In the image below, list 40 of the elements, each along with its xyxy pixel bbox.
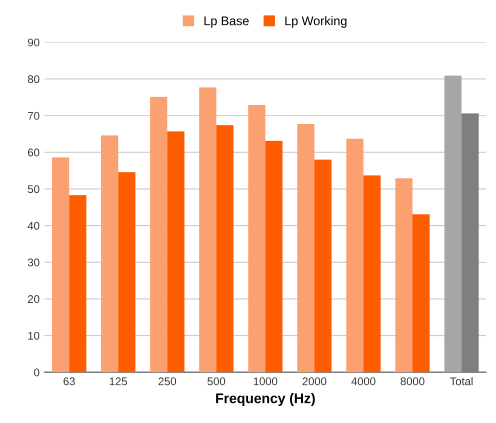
bar (314, 160, 332, 372)
y-tick-label: 40 (28, 222, 40, 230)
y-tick-label: 50 (28, 185, 40, 194)
bar (69, 195, 86, 372)
bar (297, 124, 314, 372)
bar (363, 175, 381, 372)
x-tick-label: 125 (110, 377, 128, 386)
bar (395, 178, 413, 372)
y-tick-label: 70 (28, 112, 40, 120)
y-tick-label: 30 (28, 258, 40, 266)
bar (346, 138, 364, 372)
bar (216, 125, 234, 372)
bar (265, 140, 283, 372)
y-tick-label: 60 (28, 148, 40, 156)
bar (101, 135, 118, 372)
y-tick-label: 90 (28, 38, 40, 46)
bar (248, 104, 266, 372)
y-tick-label: 20 (28, 295, 40, 304)
x-tick-label: 500 (207, 377, 226, 386)
x-axis-title: Frequency (Hz) (216, 393, 315, 406)
bar (199, 87, 216, 372)
bar (167, 131, 184, 372)
bar (462, 113, 479, 372)
bar (444, 76, 462, 372)
x-tick-label: 63 (64, 377, 75, 386)
x-tick-label: 1000 (254, 377, 278, 386)
y-tick-label: 80 (28, 75, 40, 84)
bar (118, 172, 136, 372)
y-tick-label: 10 (28, 332, 40, 340)
bar (412, 214, 430, 372)
bar (150, 96, 168, 372)
x-tick-label: 4000 (351, 377, 376, 386)
x-tick-label: 250 (158, 377, 176, 386)
x-tick-label: 8000 (400, 377, 424, 386)
bar (52, 157, 70, 372)
y-tick-label: 0 (34, 368, 40, 376)
x-tick-label: 2000 (302, 377, 326, 386)
x-tick-label: Total (450, 377, 473, 386)
legend-label: Lp Base (204, 16, 249, 28)
legend-label: Lp Working (285, 16, 346, 28)
